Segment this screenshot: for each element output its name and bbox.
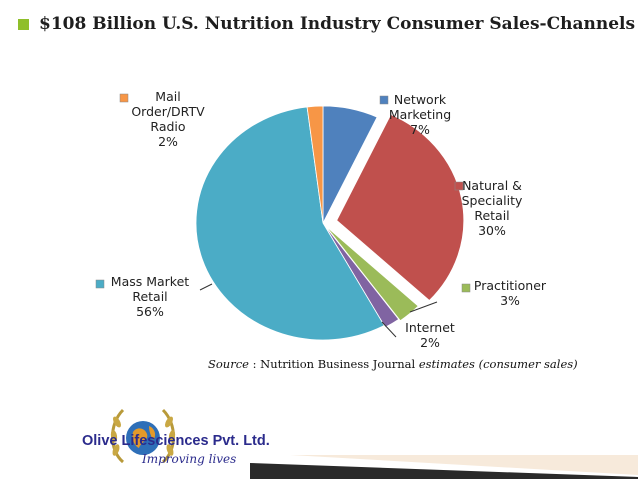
source-suffix: estimates (consumer sales) [418, 357, 578, 371]
legend-marker-icon [95, 279, 105, 289]
data-label: 2% [158, 134, 178, 149]
slice-mass-market-retail [195, 106, 385, 341]
data-label: Mail [155, 89, 180, 104]
data-label: 56% [136, 304, 164, 319]
data-label: Retail [132, 289, 167, 304]
legend-marker-icon [454, 181, 464, 191]
corner-accent [250, 455, 638, 479]
laurel-wreath-icon [110, 408, 176, 464]
leader-line [409, 301, 438, 313]
legend-marker-icon [461, 283, 471, 293]
data-label: Order/DRTV [131, 104, 205, 119]
data-label: Marketing [389, 107, 451, 122]
globe-icon [126, 421, 160, 455]
company-name: Olive Lifesciences Pvt. Ltd. [82, 433, 270, 449]
slice-internet [323, 224, 400, 328]
data-label: 2% [420, 335, 440, 350]
data-label: 7% [410, 122, 430, 137]
title-bullet-icon [18, 18, 29, 30]
leader-line [381, 321, 397, 338]
leader-line [199, 283, 213, 291]
legend-marker-icon [119, 93, 129, 103]
data-label: 30% [478, 223, 506, 238]
slice-practitioner [325, 225, 419, 322]
data-label: Retail [474, 208, 509, 223]
data-label: Internet [405, 320, 455, 335]
company-logo [110, 408, 176, 464]
legend-marker-icon [379, 95, 389, 105]
slice-natural-speciality-retail [336, 113, 465, 302]
data-label: Network [394, 92, 447, 107]
data-label: Practitioner [474, 278, 547, 293]
source-text: : Nutrition Business Journal [248, 357, 419, 371]
title-bar: $108 Billion U.S. Nutrition Industry Con… [18, 14, 635, 34]
source-note: Source : Nutrition Business Journal esti… [208, 357, 578, 371]
data-label: Speciality [462, 193, 523, 208]
data-label: Mass Market [111, 274, 190, 289]
slice-mail-order-drtv-radio [306, 105, 324, 224]
data-label: Radio [150, 119, 185, 134]
company-tagline: Improving lives [142, 452, 237, 466]
data-label: Natural & [462, 178, 522, 193]
data-label: 3% [500, 293, 520, 308]
source-prefix: Source [208, 357, 249, 371]
slide-title: $108 Billion U.S. Nutrition Industry Con… [39, 14, 636, 34]
